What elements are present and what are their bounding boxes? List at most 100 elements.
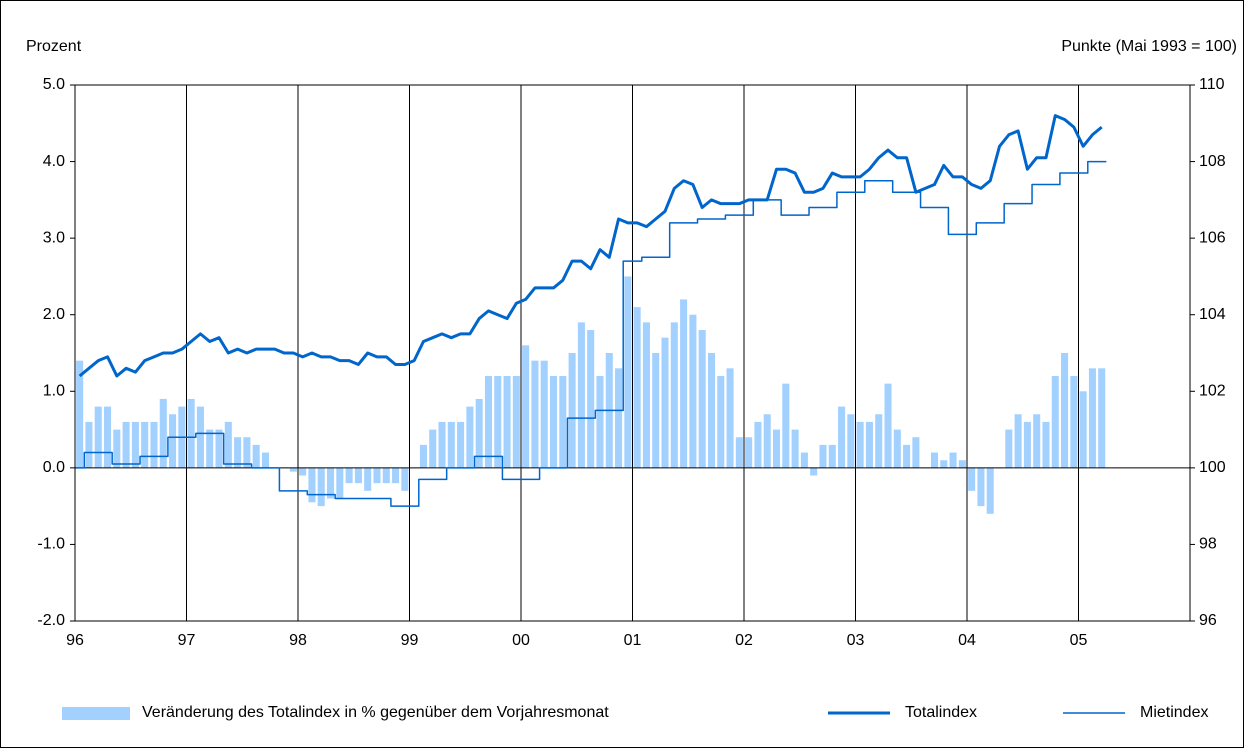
bar bbox=[457, 421, 465, 468]
line bbox=[75, 160, 1107, 507]
x-tick-label: 98 bbox=[289, 632, 307, 649]
bar bbox=[512, 375, 520, 468]
bar bbox=[531, 360, 539, 468]
y2-tick-label: 98 bbox=[1199, 536, 1217, 553]
bar bbox=[986, 467, 994, 514]
bar bbox=[819, 444, 827, 468]
bar bbox=[494, 375, 502, 468]
bar bbox=[865, 421, 873, 468]
bar bbox=[345, 467, 353, 484]
x-tick-label: 96 bbox=[66, 632, 84, 649]
bar bbox=[549, 375, 558, 468]
legend-label: Totalindex bbox=[905, 704, 977, 721]
bar bbox=[252, 444, 260, 468]
bar bbox=[949, 452, 957, 468]
x-tick-label: 99 bbox=[401, 632, 419, 649]
x-tick-label: 05 bbox=[1070, 632, 1088, 649]
bar bbox=[856, 421, 864, 468]
bar bbox=[1079, 391, 1087, 468]
bar bbox=[326, 467, 335, 499]
bar bbox=[912, 437, 920, 468]
bar bbox=[735, 437, 743, 468]
bar bbox=[392, 467, 400, 484]
y-tick-label: 4.0 bbox=[43, 153, 65, 170]
bar bbox=[419, 444, 427, 468]
bar bbox=[1061, 353, 1069, 468]
bar bbox=[958, 460, 966, 468]
bar bbox=[206, 429, 214, 468]
x-tick-label: 03 bbox=[847, 632, 865, 649]
bar bbox=[169, 414, 177, 468]
bar bbox=[559, 375, 567, 468]
bar bbox=[141, 421, 149, 468]
bar bbox=[429, 429, 437, 468]
bar bbox=[754, 421, 762, 468]
bar bbox=[763, 414, 771, 468]
bar bbox=[726, 368, 734, 468]
bar bbox=[884, 383, 892, 468]
y-tick-label: -1.0 bbox=[37, 536, 65, 553]
bar bbox=[354, 467, 362, 484]
bar bbox=[94, 406, 102, 468]
bar bbox=[187, 398, 195, 468]
bar bbox=[1033, 414, 1041, 468]
bar bbox=[968, 467, 976, 491]
y2-tick-label: 100 bbox=[1199, 459, 1226, 476]
bar bbox=[903, 444, 911, 468]
legend-swatch bbox=[62, 707, 130, 720]
bar bbox=[522, 345, 530, 468]
bar bbox=[76, 360, 84, 468]
bar bbox=[707, 353, 716, 468]
y-tick-label: 5.0 bbox=[43, 76, 65, 93]
bar bbox=[615, 368, 623, 468]
bar bbox=[940, 460, 948, 468]
bar bbox=[680, 299, 688, 468]
bar bbox=[745, 437, 753, 468]
bar bbox=[893, 429, 901, 468]
bar bbox=[243, 437, 251, 468]
bar bbox=[308, 467, 316, 503]
legend-label: Mietindex bbox=[1140, 704, 1208, 721]
bar bbox=[577, 322, 585, 468]
y-tick-label: 0.0 bbox=[43, 459, 65, 476]
x-tick-label: 01 bbox=[624, 632, 642, 649]
bar bbox=[847, 414, 855, 468]
bar bbox=[1005, 429, 1013, 468]
bar bbox=[131, 421, 139, 468]
bar bbox=[317, 467, 325, 507]
bar bbox=[1070, 375, 1078, 468]
bar bbox=[633, 307, 641, 468]
bar bbox=[261, 452, 270, 468]
bar bbox=[1023, 421, 1031, 468]
legend-label: Veränderung des Totalindex in % gegenübe… bbox=[142, 704, 609, 721]
bar bbox=[661, 337, 669, 468]
bar bbox=[875, 414, 883, 468]
bar bbox=[828, 444, 836, 468]
y2-tick-label: 104 bbox=[1199, 306, 1226, 323]
bar bbox=[698, 330, 706, 468]
y-tick-label: 3.0 bbox=[43, 229, 65, 246]
bar bbox=[484, 375, 493, 468]
bar bbox=[336, 467, 344, 499]
bar bbox=[122, 421, 130, 468]
line bbox=[78, 114, 1103, 378]
bar bbox=[150, 421, 158, 468]
bar bbox=[810, 467, 818, 476]
y2-tick-label: 96 bbox=[1199, 612, 1217, 629]
bar bbox=[113, 429, 121, 468]
bar bbox=[234, 437, 242, 468]
bar bbox=[215, 429, 223, 468]
x-tick-label: 97 bbox=[178, 632, 196, 649]
bar bbox=[373, 467, 381, 484]
x-tick-label: 04 bbox=[958, 632, 976, 649]
bar bbox=[382, 467, 390, 484]
plot-border bbox=[74, 84, 1191, 622]
bar bbox=[717, 375, 725, 468]
bar bbox=[289, 467, 297, 472]
bar bbox=[224, 421, 232, 468]
y2-tick-label: 108 bbox=[1199, 153, 1226, 170]
bar bbox=[568, 353, 576, 468]
bar bbox=[930, 452, 939, 468]
bar bbox=[438, 421, 446, 468]
